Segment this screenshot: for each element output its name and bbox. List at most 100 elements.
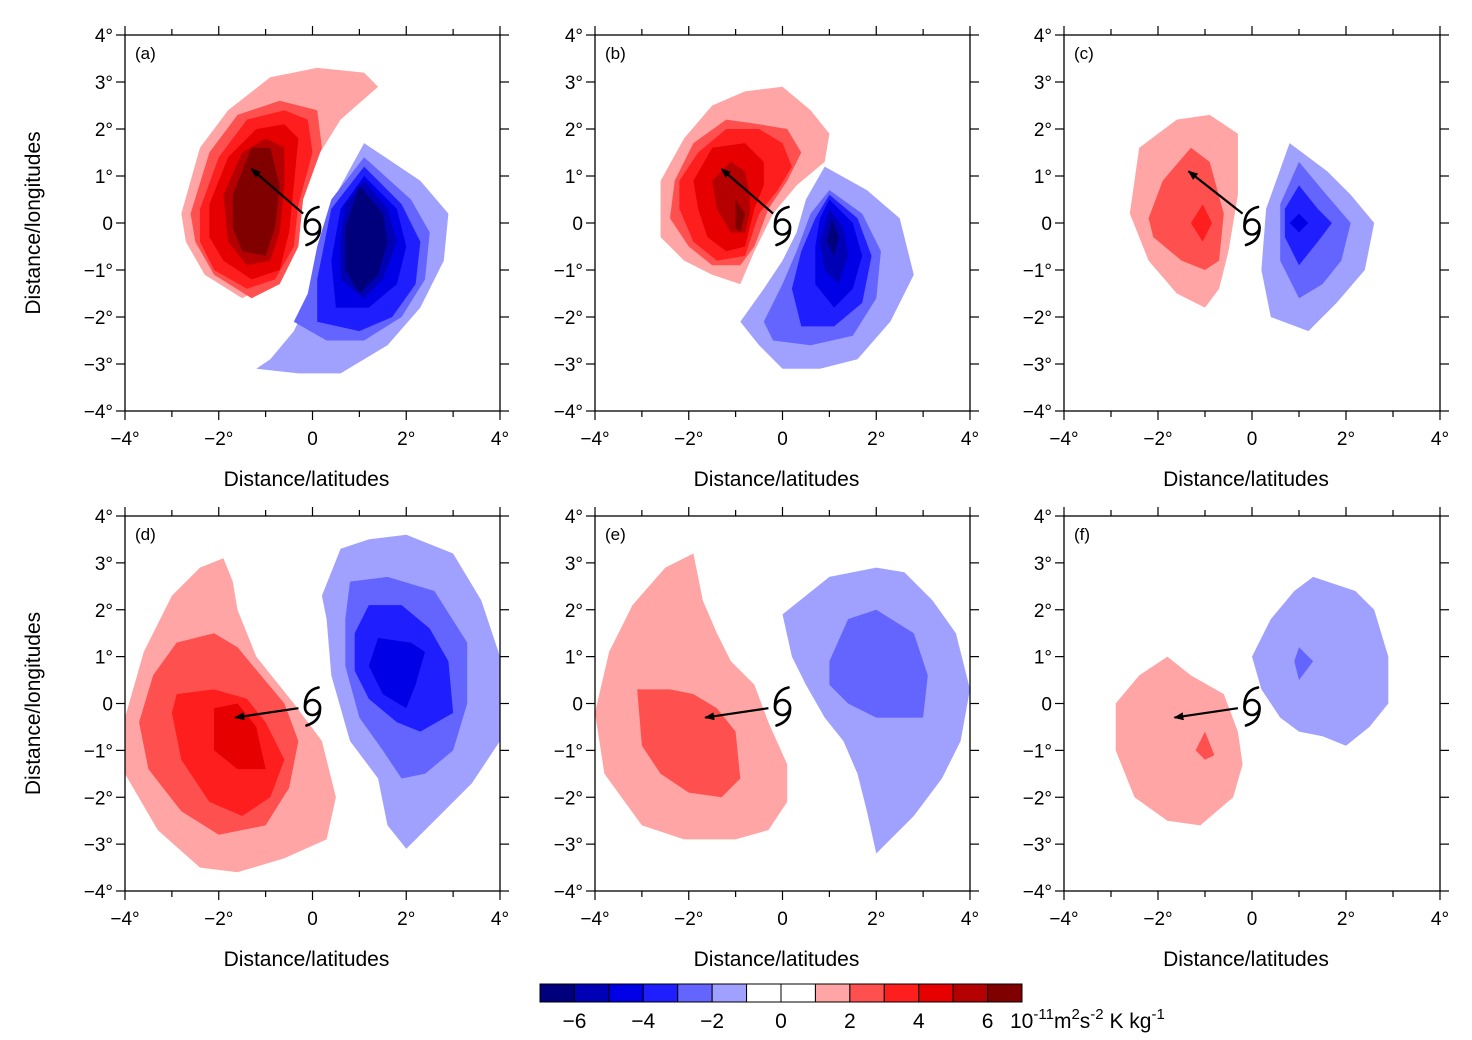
panel-label: (b) <box>605 44 626 63</box>
colorbar-tick-label: 6 <box>982 1010 994 1033</box>
y-tick-label: −2° <box>554 788 583 809</box>
y-tick-label: 1° <box>1034 648 1052 669</box>
y-tick-label: −4° <box>1023 402 1052 423</box>
y-tick-label: −1° <box>84 261 113 282</box>
y-tick-label: 1° <box>95 648 113 669</box>
y-tick-label: 4° <box>565 507 583 528</box>
x-tick-label: 2° <box>867 429 885 450</box>
colorbar-swatch <box>574 984 608 1002</box>
panel-1: −4° −2° 0 2° 4° −4° −3° −2° −1° 0 1° 2° 3° 4° Distance… <box>22 26 509 491</box>
x-tick-label: 0 <box>1247 909 1258 930</box>
unit-mid2: s <box>1080 1010 1091 1033</box>
panel-2: −4° −2° 0 2° 4° −4° −3° −2° −1° 0 1° 2° 3° 4° Distance… <box>554 26 979 491</box>
unit-exp3: -2 <box>1090 1006 1103 1023</box>
colorbar-swatch <box>988 984 1022 1002</box>
colorbar-swatch <box>815 984 849 1002</box>
y-tick-label: 3° <box>95 554 113 575</box>
x-axis-title: Distance/latitudes <box>1163 468 1329 491</box>
panel-label: (c) <box>1074 44 1094 63</box>
colorbar-swatch <box>850 984 884 1002</box>
y-tick-label: −4° <box>84 882 113 903</box>
x-tick-label: −4° <box>1049 429 1078 450</box>
y-tick-label: −3° <box>1023 835 1052 856</box>
contour-fills <box>595 554 970 854</box>
colorbar-tick-label: −4 <box>631 1010 655 1033</box>
y-tick-label: 2° <box>95 601 113 622</box>
y-tick-label: 4° <box>1034 507 1052 528</box>
y-tick-label: −1° <box>1023 261 1052 282</box>
y-tick-label: 0 <box>102 695 113 716</box>
y-tick-label: −2° <box>84 308 113 329</box>
x-tick-label: 2° <box>1337 909 1355 930</box>
y-tick-label: 0 <box>1041 695 1052 716</box>
x-axis-title: Distance/latitudes <box>694 948 860 971</box>
y-tick-label: 2° <box>95 120 113 141</box>
y-tick-label: 3° <box>95 73 113 94</box>
unit-exp4: -1 <box>1151 1006 1164 1023</box>
y-tick-label: −4° <box>554 402 583 423</box>
unit-exp1: -11 <box>1033 1006 1054 1023</box>
unit-exp2: 2 <box>1071 1006 1079 1023</box>
colorbar-swatch <box>919 984 953 1002</box>
y-tick-label: −1° <box>1023 741 1052 762</box>
x-tick-label: 0 <box>307 429 318 450</box>
panel-label: (a) <box>135 44 156 63</box>
x-tick-label: 2° <box>397 429 415 450</box>
y-tick-label: −3° <box>554 355 583 376</box>
x-tick-label: −4° <box>580 429 609 450</box>
x-tick-label: 4° <box>491 429 509 450</box>
y-tick-label: −2° <box>1023 788 1052 809</box>
x-tick-label: 2° <box>867 909 885 930</box>
y-tick-label: −3° <box>84 835 113 856</box>
x-tick-label: 4° <box>491 909 509 930</box>
y-tick-label: −3° <box>84 355 113 376</box>
y-tick-label: 0 <box>1041 214 1052 235</box>
y-tick-label: 1° <box>565 648 583 669</box>
x-tick-label: −2° <box>204 429 233 450</box>
unit-prefix: 10 <box>1010 1010 1033 1033</box>
x-tick-label: 2° <box>397 909 415 930</box>
cyclone-symbol-icon <box>305 688 320 726</box>
y-tick-label: 3° <box>565 73 583 94</box>
x-tick-label: 4° <box>1431 429 1449 450</box>
cyclone-symbol-icon <box>1244 688 1259 726</box>
x-tick-label: −4° <box>580 909 609 930</box>
x-tick-label: 0 <box>777 909 788 930</box>
y-tick-label: −1° <box>554 261 583 282</box>
x-tick-label: −4° <box>110 909 139 930</box>
x-tick-label: −4° <box>1049 909 1078 930</box>
y-tick-label: 2° <box>565 120 583 141</box>
colorbar-swatch <box>953 984 987 1002</box>
x-tick-label: −2° <box>1143 909 1172 930</box>
y-tick-label: −1° <box>84 741 113 762</box>
panel-label: (f) <box>1074 525 1090 544</box>
x-tick-label: −2° <box>1143 429 1172 450</box>
colorbar-swatch <box>540 984 574 1002</box>
panel-6: −4° −2° 0 2° 4° −4° −3° −2° −1° 0 1° 2° 3° 4° Distance… <box>1023 507 1449 971</box>
y-tick-label: −2° <box>1023 308 1052 329</box>
y-tick-label: −4° <box>84 402 113 423</box>
panel-3: −4° −2° 0 2° 4°−4°−3°−2°−1°01°2°3°4°Distance… <box>1023 26 1449 491</box>
colorbar-tick-label: 2 <box>844 1010 856 1033</box>
x-tick-label: 2° <box>1337 429 1355 450</box>
y-tick-label: 1° <box>565 167 583 188</box>
x-axis-title: Distance/latitudes <box>224 948 390 971</box>
x-tick-label: 4° <box>961 909 979 930</box>
y-tick-label: 4° <box>565 26 583 47</box>
y-tick-label: −3° <box>1023 355 1052 376</box>
colorbar-swatch <box>747 984 781 1002</box>
cyclone-symbol-icon <box>775 688 790 726</box>
y-tick-label: 4° <box>95 507 113 528</box>
colorbar-swatch <box>609 984 643 1002</box>
y-tick-label: 1° <box>95 167 113 188</box>
contour-fills <box>1130 115 1374 331</box>
colorbar-unit-label: 10-11m2s-2 K kg-1 <box>1010 1006 1165 1033</box>
figure-canvas: −4° −2° 0 2° 4° −4° −3° −2° −1° 0 1° 2° 3° 4° Distance… <box>0 0 1472 1040</box>
x-axis-title: Distance/latitudes <box>1163 948 1329 971</box>
unit-suffix: K kg <box>1104 1010 1152 1033</box>
panel-label: (e) <box>605 525 626 544</box>
y-tick-label: 1° <box>1034 167 1052 188</box>
y-tick-label: 3° <box>565 554 583 575</box>
contour-level-neg1 <box>1252 577 1388 746</box>
y-axis-title: Distance/longitudes <box>22 131 45 314</box>
